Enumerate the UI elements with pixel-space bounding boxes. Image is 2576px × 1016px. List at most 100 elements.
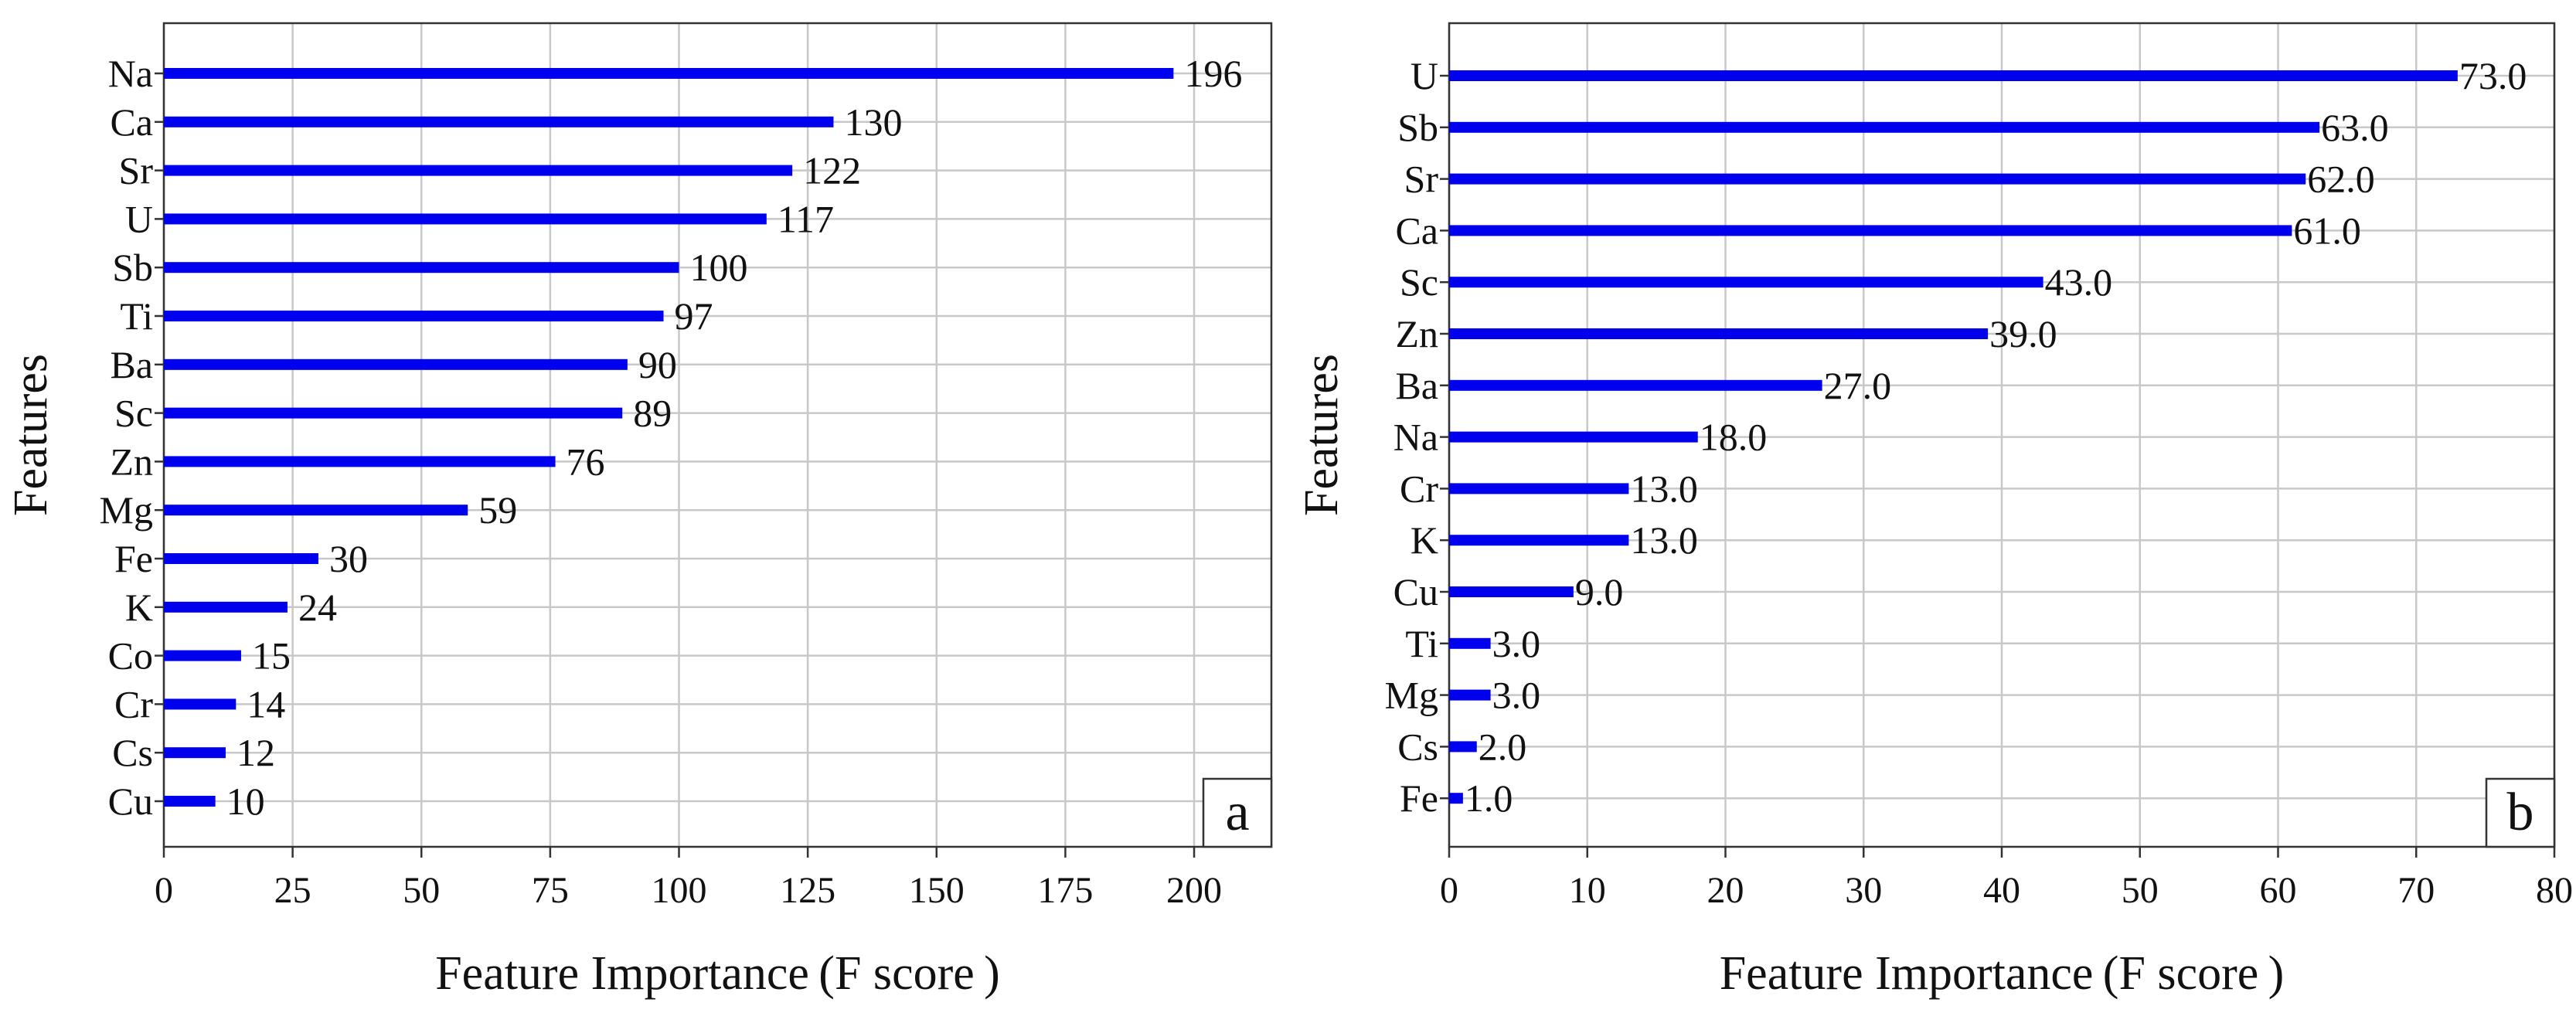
panel-a-y-tick-label-co: Co — [108, 634, 153, 678]
panel-b-value-label-ba: 27.0 — [1824, 364, 1892, 407]
panel-a-x-tick-label: 175 — [1037, 870, 1093, 911]
panel-a-x-tick-label: 200 — [1166, 870, 1222, 911]
panel-b-bar-zn — [1449, 328, 1989, 339]
panel-a-x-axis-title: Feature Importance (F score ) — [435, 947, 1000, 1000]
panel-a-y-tick-label-cu: Cu — [108, 780, 153, 823]
panel-a-bar-ba — [164, 358, 628, 370]
panel-a-x-tick-label: 125 — [780, 870, 835, 911]
panel-a-bar-co — [164, 650, 241, 661]
panel-a-bar-ti — [164, 311, 664, 321]
panel-a-value-label-k: 24 — [298, 586, 337, 629]
panel-a-x-tick-label: 100 — [652, 870, 707, 911]
panel-a-bar-cs — [164, 747, 226, 759]
panel-b-x-tick-label: 40 — [1983, 870, 2020, 911]
panel-a-bar-ca — [164, 116, 834, 127]
panel-a-bar-sb — [164, 262, 679, 274]
panel-b-x-tick-label: 20 — [1707, 870, 1744, 911]
panel-b-bar-cs — [1449, 741, 1477, 753]
panel-a-bar-sc — [164, 407, 623, 419]
panel-a-value-label-u: 117 — [778, 197, 834, 240]
panel-a-x-tick-label: 25 — [274, 870, 311, 911]
panel-b-x-tick-label: 0 — [1440, 870, 1458, 911]
panel-b-y-tick-label-k: K — [1411, 518, 1438, 562]
panel-b-value-label-k: 13.0 — [1630, 518, 1698, 562]
panel-b-x-tick-label: 30 — [1845, 870, 1882, 911]
panel-a-x-tick-label: 50 — [403, 870, 440, 911]
panel-b-y-axis-title: Features — [1295, 354, 1348, 516]
panel-a-bar-fe — [164, 553, 318, 564]
panel-b-bar-cr — [1449, 483, 1629, 494]
panel-a-value-label-mg: 59 — [478, 488, 517, 532]
panel-a-value-label-fe: 30 — [329, 537, 368, 580]
panel-b-bar-ca — [1449, 225, 2292, 236]
panel-b-y-tick-label-sc: Sc — [1400, 260, 1438, 304]
panel-b-letter-box — [2485, 777, 2556, 848]
panel-b-bar-ba — [1449, 379, 1822, 391]
panel-b-y-tick-label-zn: Zn — [1395, 312, 1438, 355]
panel-b-y-tick-label-sr: Sr — [1404, 158, 1439, 201]
panel-b-y-tick-label-fe: Fe — [1400, 776, 1438, 820]
panel-a-value-label-ca: 130 — [844, 100, 902, 144]
panel-a-bar-mg — [164, 505, 468, 516]
panel-a-y-tick-label-fe: Fe — [114, 537, 153, 580]
panel-b-y-tick-label-sb: Sb — [1397, 106, 1438, 149]
panel-b-value-label-ca: 61.0 — [2293, 209, 2361, 252]
panel-a-y-tick-label-sr: Sr — [119, 149, 154, 192]
panel-b-x-tick-label: 80 — [2536, 870, 2573, 911]
chart-panel-b: 0 10 20 30 40 50 60 70 80 U 73.0 Sb 63.0 Sr 62.0 Ca 61.0… — [1295, 22, 2573, 1000]
panel-a-value-label-co: 15 — [252, 634, 291, 678]
panel-b-value-label-na: 18.0 — [1700, 416, 1768, 459]
panel-b-value-label-cr: 13.0 — [1630, 467, 1698, 510]
panel-a-x-tick-label: 150 — [909, 870, 965, 911]
panel-b-value-label-sb: 63.0 — [2321, 106, 2389, 149]
panel-a-plot-frame — [162, 22, 1273, 848]
panel-b-value-label-sc: 43.0 — [2045, 260, 2113, 304]
panel-b-y-tick-label-mg: Mg — [1385, 674, 1438, 717]
panel-a-y-tick-label-ba: Ba — [110, 343, 153, 386]
panel-b-x-tick-label: 10 — [1569, 870, 1606, 911]
panel-b-bar-na — [1449, 431, 1698, 443]
panel-b-bar-ti — [1449, 637, 1491, 649]
panel-a-value-label-cr: 14 — [247, 682, 285, 725]
panel-b-bar-u — [1449, 70, 2458, 81]
panel-a-bar-k — [164, 601, 288, 613]
panel-b-y-tick-label-cu: Cu — [1393, 570, 1438, 613]
panel-b-y-tick-label-u: U — [1411, 54, 1438, 97]
panel-b-y-tick-label-na: Na — [1393, 416, 1438, 459]
panel-a-value-label-sr: 122 — [803, 149, 861, 192]
panel-b-bar-mg — [1449, 689, 1491, 701]
panel-a-x-tick-label: 75 — [532, 870, 569, 911]
panel-a-value-label-ti: 97 — [675, 294, 713, 338]
panel-a-y-tick-label-u: U — [125, 197, 153, 240]
panel-a-panel-letter: a — [1225, 783, 1249, 842]
panel-b-y-tick-label-ti: Ti — [1405, 622, 1438, 665]
panel-b-x-tick-label: 70 — [2397, 870, 2435, 911]
panel-a-y-tick-label-k: K — [125, 586, 153, 629]
panel-a-bar-zn — [164, 456, 556, 467]
panel-a-bar-cr — [164, 698, 237, 710]
panel-a-y-tick-label-mg: Mg — [100, 488, 153, 532]
panel-a-letter-box — [1202, 777, 1273, 848]
panel-a-value-label-na: 196 — [1184, 52, 1242, 95]
panel-a-value-label-cs: 12 — [237, 731, 275, 774]
panel-a-value-label-sb: 100 — [690, 246, 748, 289]
panel-b-y-tick-label-cs: Cs — [1397, 725, 1438, 768]
chart-panel-a: 0 25 50 75 100 125 150 175 200 Na 196 Ca 130 Sr 122 U 11… — [5, 22, 1273, 1000]
panel-b-x-tick-label: 50 — [2122, 870, 2159, 911]
panel-b-panel-letter: b — [2507, 783, 2534, 842]
panel-a-value-label-sc: 89 — [633, 392, 672, 435]
panel-a-y-tick-label-ti: Ti — [120, 294, 153, 338]
panel-a-y-axis-title: Features — [5, 354, 57, 516]
panel-a-value-label-cu: 10 — [226, 780, 265, 823]
panel-b-value-label-sr: 62.0 — [2307, 158, 2375, 201]
panel-b-x-axis-title: Feature Importance (F score ) — [1720, 947, 2285, 1000]
panel-b-value-label-zn: 39.0 — [1989, 312, 2057, 355]
panel-b-value-label-cs: 2.0 — [1479, 725, 1527, 768]
panel-a-bar-u — [164, 213, 767, 225]
panel-b-value-label-mg: 3.0 — [1492, 674, 1541, 717]
panel-a-bar-sr — [164, 165, 793, 176]
panel-b-bar-sr — [1449, 173, 2306, 185]
panel-b-value-label-ti: 3.0 — [1492, 622, 1541, 665]
panel-b-value-label-cu: 9.0 — [1575, 570, 1624, 613]
